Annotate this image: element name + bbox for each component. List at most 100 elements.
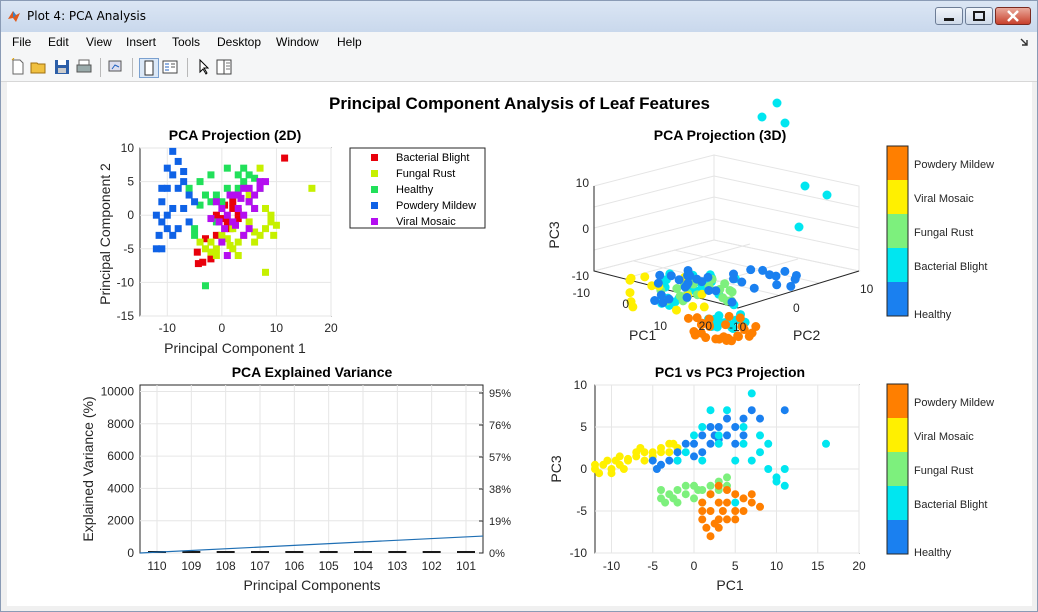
- data-point-square: [193, 248, 201, 256]
- x-tick-label: 105: [319, 559, 339, 573]
- data-point-circle: [694, 486, 703, 494]
- data-point-square: [229, 198, 237, 206]
- data-point-circle: [723, 486, 731, 494]
- pca-3d-colorbar[interactable]: Healthy Bacterial Blight Fungal Rust Viral …: [886, 145, 994, 321]
- undock-arrow-icon[interactable]: [1019, 37, 1029, 47]
- y-tick-label: -10: [570, 546, 588, 560]
- data-point-3d: [771, 271, 781, 281]
- pc1-pc3-colorbar[interactable]: Healthy Bacterial Blight Fungal Rust Viral …: [886, 383, 994, 559]
- colorbar-segment: [887, 384, 908, 418]
- pca-2d-axes[interactable]: -10 0 10 20 -15 -10 -5 0 5 10 PCA Projection (2D)…: [97, 127, 486, 356]
- data-point-circle: [747, 456, 756, 465]
- data-point-square: [212, 231, 220, 239]
- data-point-3d: [772, 280, 782, 290]
- pca-3d-ylabel: PC2: [793, 327, 820, 343]
- dock-figure-icon[interactable]: [139, 58, 159, 78]
- insert-legend-icon[interactable]: [161, 58, 179, 76]
- data-point-square: [232, 221, 239, 229]
- toolbar-separator: [100, 58, 101, 77]
- data-point-3d: [689, 327, 699, 337]
- data-point-3d: [625, 288, 635, 298]
- data-point-circle: [661, 498, 670, 507]
- x-tick-label: -10: [603, 559, 621, 573]
- save-icon[interactable]: [53, 58, 71, 76]
- link-plot-icon[interactable]: [107, 58, 125, 76]
- x-tick-label: 20: [852, 559, 866, 573]
- y-tick-label: 0: [580, 462, 587, 476]
- data-point-square: [229, 204, 237, 212]
- data-point-square: [223, 252, 231, 260]
- data-point-square: [251, 238, 259, 246]
- data-point-circle: [706, 423, 715, 431]
- data-point-square: [234, 238, 242, 246]
- data-point-square: [234, 184, 242, 192]
- data-point-circle: [669, 494, 678, 503]
- minimize-button[interactable]: [935, 7, 963, 25]
- x-tick-label: 109: [181, 559, 201, 573]
- pc1-pc3-axes[interactable]: -10 -5 0 5 10 15 20 -10 -5 0 5 10 PC1 vs PC3 Projec…: [548, 364, 994, 593]
- menu-window[interactable]: Window: [276, 35, 319, 49]
- open-folder-icon[interactable]: [30, 58, 48, 76]
- data-point-square: [201, 191, 209, 199]
- data-point-circle: [681, 490, 690, 499]
- pointer-icon[interactable]: [195, 58, 213, 76]
- menu-desktop[interactable]: Desktop: [217, 35, 262, 49]
- x-tick-label: 103: [387, 559, 407, 573]
- data-point-square: [207, 215, 215, 223]
- data-point-circle: [780, 465, 789, 473]
- maximize-icon: [973, 11, 985, 21]
- pc1-tick-0: 0: [622, 297, 629, 311]
- variance-axes[interactable]: 110 109 108 107 106 105 104 103 102 101 0 2000 4000 6…: [80, 364, 511, 593]
- data-point-square: [251, 174, 259, 182]
- x-tick-label: -5: [647, 559, 658, 573]
- close-button[interactable]: [995, 7, 1031, 25]
- data-point-square: [240, 231, 248, 239]
- data-point-circle: [698, 431, 707, 440]
- colorbar-label: Fungal Rust: [914, 465, 973, 477]
- data-point-3d: [800, 181, 810, 191]
- y-tick-label: 6000: [107, 449, 134, 463]
- data-point-3d: [722, 335, 732, 345]
- colorbar-label: Viral Mosaic: [914, 431, 974, 443]
- data-point-circle: [731, 490, 740, 499]
- data-point-circle: [714, 523, 723, 532]
- x-tick-label: 102: [422, 559, 442, 573]
- data-point-square: [180, 168, 188, 176]
- maximize-button[interactable]: [965, 7, 993, 25]
- data-point-3d: [822, 190, 832, 200]
- data-point-circle: [706, 490, 715, 499]
- data-point-square: [185, 218, 193, 226]
- menu-help[interactable]: Help: [337, 35, 362, 49]
- data-point-3d: [772, 98, 782, 108]
- pca-2d-legend[interactable]: Bacterial Blight Fungal Rust Healthy Powder…: [349, 147, 486, 229]
- minimize-icon: [944, 18, 954, 21]
- variance-bar: [251, 551, 269, 553]
- variance-bar: [216, 551, 235, 553]
- menu-edit[interactable]: Edit: [48, 35, 69, 49]
- data-point-square: [207, 248, 215, 256]
- colorbar-label: Viral Mosaic: [914, 193, 974, 205]
- data-point-square: [194, 260, 202, 268]
- data-point-3d: [727, 287, 737, 297]
- data-point-circle: [731, 439, 740, 448]
- data-point-circle: [624, 454, 632, 463]
- pca-2d-xlabel: Principal Component 1: [164, 340, 306, 356]
- pca-2d-title: PCA Projection (2D): [169, 127, 302, 143]
- data-point-circle: [756, 414, 764, 423]
- x-tick-label: 10: [270, 321, 284, 335]
- variance-ylabel: Explained Variance (%): [80, 396, 96, 541]
- menu-tools[interactable]: Tools: [172, 35, 201, 49]
- data-point-circle: [723, 406, 731, 415]
- property-inspector-icon[interactable]: [215, 58, 233, 76]
- new-file-icon[interactable]: [9, 58, 27, 76]
- data-point-square: [196, 178, 204, 186]
- data-point-circle: [698, 423, 707, 431]
- colorbar-frame: [886, 383, 909, 555]
- menu-insert[interactable]: Insert: [126, 35, 157, 49]
- y-tick-label: 0: [127, 208, 134, 222]
- menu-view[interactable]: View: [86, 35, 112, 49]
- menu-file[interactable]: File: [12, 35, 32, 49]
- print-icon[interactable]: [75, 58, 93, 76]
- pca-3d-axes[interactable]: PCA Projection (3D): [546, 98, 994, 346]
- toolbar-separator: [187, 58, 188, 77]
